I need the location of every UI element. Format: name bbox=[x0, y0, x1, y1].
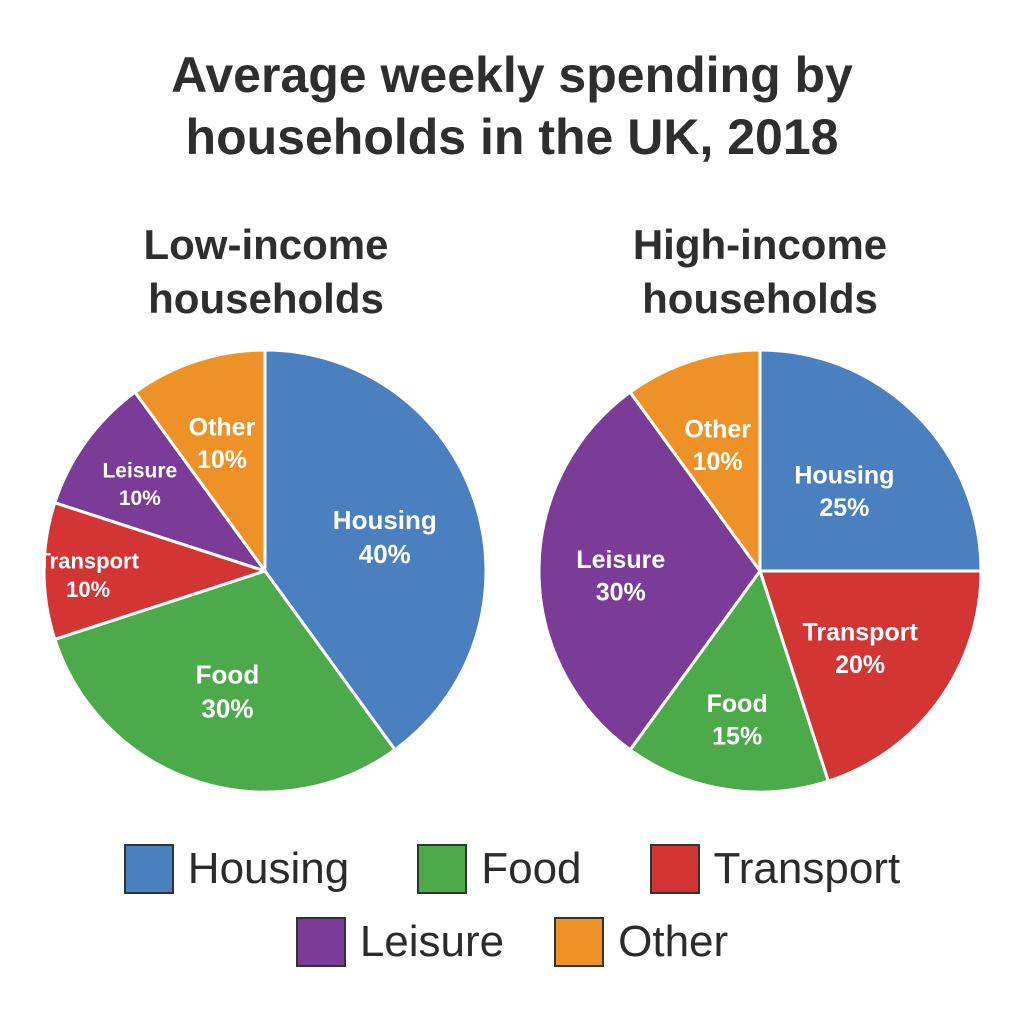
high-income-label-name-food: Food bbox=[707, 690, 768, 718]
low-income-label-food: Food 30% bbox=[196, 659, 260, 723]
legend-swatch-other bbox=[554, 917, 605, 967]
high-income-slice-leisure bbox=[537, 390, 762, 752]
legend-label-food: Food bbox=[481, 844, 582, 893]
legend-label-leisure: Leisure bbox=[359, 917, 505, 966]
high-income-slice-transport bbox=[758, 569, 983, 783]
legend-item-housing: Housing bbox=[123, 844, 350, 894]
chart-title-line-2: households in the UK, 2018 bbox=[185, 109, 839, 165]
low-income-label-name-other: Other bbox=[189, 414, 256, 442]
low-income-label-value-leisure: 10% bbox=[119, 487, 161, 510]
low-income-title-line-1: Low-income bbox=[143, 221, 389, 268]
legend-swatch-housing bbox=[123, 844, 174, 894]
high-income-label-value-transport: 20% bbox=[835, 651, 885, 679]
low-income-label-leisure: Leisure 10% bbox=[102, 460, 177, 510]
high-income-label-value-food: 15% bbox=[712, 723, 762, 751]
high-income-title-line-1: High-income bbox=[632, 221, 888, 268]
low-income-label-value-other: 10% bbox=[197, 446, 247, 474]
low-income-slice-other bbox=[133, 348, 267, 573]
low-income-pie-title: Low-income households bbox=[46, 218, 486, 326]
legend-row-2: Leisure Other bbox=[0, 917, 1024, 967]
high-income-label-value-leisure: 30% bbox=[596, 579, 646, 607]
high-income-pie: Housing 25% Transport 20% Food 15% Leisure 30% O… bbox=[537, 348, 983, 794]
low-income-label-value-food: 30% bbox=[201, 693, 253, 723]
high-income-label-name-housing: Housing bbox=[794, 462, 894, 490]
legend-item-other: Other bbox=[554, 917, 728, 967]
low-income-slice-housing bbox=[263, 348, 488, 752]
low-income-label-transport: Transport 10% bbox=[37, 548, 139, 602]
chart-title: Average weekly spending by households in… bbox=[0, 44, 1024, 168]
high-income-label-value-other: 10% bbox=[693, 448, 743, 476]
high-income-label-value-housing: 25% bbox=[819, 494, 869, 522]
chart-title-line-1: Average weekly spending by bbox=[171, 47, 853, 103]
high-income-slice-housing bbox=[758, 348, 983, 573]
low-income-label-name-leisure: Leisure bbox=[102, 460, 177, 483]
legend-swatch-food bbox=[417, 844, 468, 894]
legend-swatch-leisure bbox=[295, 917, 346, 967]
high-income-label-other: Other 10% bbox=[684, 416, 751, 477]
low-income-slice-leisure bbox=[53, 390, 267, 573]
high-income-label-name-transport: Transport bbox=[802, 619, 918, 647]
low-income-label-name-housing: Housing bbox=[333, 505, 437, 535]
low-income-label-name-transport: Transport bbox=[37, 548, 139, 573]
low-income-slice-transport bbox=[42, 501, 267, 641]
high-income-title-line-2: households bbox=[642, 275, 878, 322]
low-income-slice-food bbox=[53, 569, 397, 794]
low-income-label-other: Other 10% bbox=[189, 414, 256, 475]
legend-label-other: Other bbox=[618, 917, 729, 966]
high-income-label-food: Food 15% bbox=[707, 690, 768, 751]
low-income-title-line-2: households bbox=[148, 275, 384, 322]
high-income-pie-title: High-income households bbox=[540, 218, 980, 326]
legend-item-food: Food bbox=[417, 844, 582, 894]
legend-label-housing: Housing bbox=[187, 844, 350, 893]
low-income-label-value-transport: 10% bbox=[66, 577, 110, 602]
low-income-label-housing: Housing 40% bbox=[333, 505, 437, 569]
legend-swatch-transport bbox=[649, 844, 700, 894]
high-income-label-leisure: Leisure 30% bbox=[576, 546, 665, 607]
high-income-slice-food bbox=[628, 569, 830, 794]
high-income-label-name-leisure: Leisure bbox=[576, 546, 665, 574]
legend-label-transport: Transport bbox=[713, 844, 901, 893]
legend-item-leisure: Leisure bbox=[295, 917, 505, 967]
high-income-label-name-other: Other bbox=[684, 416, 751, 444]
low-income-label-value-housing: 40% bbox=[359, 539, 411, 569]
high-income-label-housing: Housing 25% bbox=[794, 462, 894, 523]
high-income-label-transport: Transport 20% bbox=[802, 619, 918, 680]
low-income-pie: Housing 40%Food 30%Transport 10%Leisure 10%O… bbox=[37, 348, 488, 794]
low-income-label-name-food: Food bbox=[196, 659, 260, 689]
high-income-slice-other bbox=[628, 348, 762, 573]
legend-item-transport: Transport bbox=[649, 844, 901, 894]
legend-row-1: Housing Food Transport bbox=[0, 844, 1024, 894]
